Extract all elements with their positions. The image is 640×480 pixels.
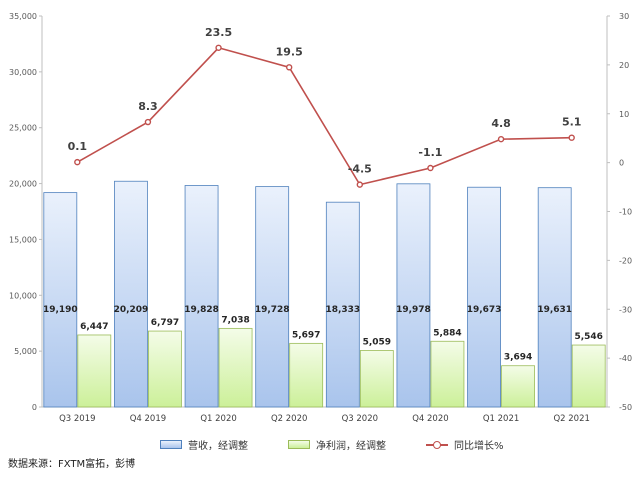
bar-revenue — [184, 185, 219, 408]
x-tick-label: Q3 2019 — [59, 414, 95, 424]
y-right-tick-label: 30 — [619, 12, 629, 21]
legend-label-revenue: 营收，经调整 — [188, 441, 248, 452]
y-right-tick-label: -40 — [619, 354, 632, 363]
legend-swatch-net-profit — [288, 440, 310, 449]
y-left-tick-label: 5,000 — [14, 347, 37, 356]
x-tick-label: Q3 2020 — [342, 414, 378, 424]
bar-net-profit-label: 5,884 — [433, 328, 461, 338]
x-tick-label: Q1 2021 — [483, 414, 519, 424]
line-yoy-growth — [76, 46, 572, 186]
bar-net-profit — [218, 327, 253, 408]
x-tick-label: Q2 2020 — [271, 414, 307, 424]
y-right-tick-label: -10 — [619, 208, 632, 217]
legend-swatch-yoy-growth — [426, 440, 448, 450]
bar-revenue-label: 19,190 — [43, 305, 78, 315]
x-tick-label: Q2 2021 — [553, 414, 589, 424]
legend-item-net-profit: 净利润，经调整 — [288, 437, 386, 452]
line-point-yoy-growth — [356, 181, 364, 188]
bar-revenue-label: 19,631 — [537, 305, 572, 315]
data-source-note: 数据来源：FXTM富拓，彭博 — [8, 459, 136, 470]
legend-swatch-revenue — [160, 440, 182, 449]
bar-revenue — [255, 186, 290, 408]
legend-label-net-profit: 净利润，经调整 — [316, 441, 386, 452]
line-point-yoy-growth — [427, 164, 434, 172]
y-left-tick-label: 0 — [32, 403, 37, 412]
bar-revenue-label: 19,978 — [396, 305, 431, 315]
bar-net-profit-label: 6,447 — [80, 322, 108, 332]
bar-net-profit — [289, 342, 324, 408]
y-right-tick-label: -50 — [619, 403, 632, 412]
y-left-tick-label: 30,000 — [9, 68, 37, 77]
line-point-yoy-growth — [74, 158, 81, 166]
line-label-yoy-growth: 5.1 — [562, 116, 582, 129]
line-point-yoy-growth — [285, 64, 293, 71]
bar-net-profit-label: 3,694 — [504, 353, 532, 363]
line-label-yoy-growth: -1.1 — [418, 146, 442, 159]
bar-revenue-label: 19,828 — [184, 305, 219, 315]
line-label-yoy-growth: 4.8 — [491, 117, 511, 130]
y-right-tick-label: 20 — [619, 61, 629, 70]
legend-item-yoy-growth: 同比增长% — [426, 437, 504, 452]
bar-net-profit — [148, 330, 182, 408]
x-tick-label: Q1 2020 — [200, 414, 236, 424]
y-left-tick-label: 10,000 — [9, 291, 37, 300]
y-right-tick-label: -20 — [619, 256, 632, 265]
bar-revenue-label: 19,673 — [467, 305, 502, 315]
y-left-tick-label: 20,000 — [9, 180, 37, 189]
y-right-tick-label: -30 — [619, 305, 632, 314]
line-label-yoy-growth: 0.1 — [68, 140, 88, 153]
legend-item-revenue: 营收，经调整 — [160, 437, 248, 452]
line-point-yoy-growth — [215, 44, 222, 51]
y-left-tick-label: 15,000 — [9, 235, 37, 244]
bar-revenue — [43, 192, 78, 408]
x-tick-label: Q4 2019 — [130, 414, 166, 424]
bar-revenue-label: 18,333 — [325, 305, 360, 315]
bar-net-profit-label: 7,038 — [221, 315, 249, 325]
bar-net-profit — [77, 334, 112, 408]
bar-revenue — [325, 201, 360, 408]
y-left-tick-label: 35,000 — [9, 12, 37, 21]
bar-net-profit — [571, 344, 606, 408]
line-label-yoy-growth: 8.3 — [138, 100, 158, 113]
line-label-yoy-growth: 19.5 — [276, 45, 303, 58]
bar-net-profit-label: 5,059 — [363, 337, 391, 347]
bar-revenue — [537, 187, 572, 408]
bar-revenue-label: 20,209 — [114, 305, 149, 315]
bar-revenue-label: 19,728 — [255, 305, 290, 315]
line-point-yoy-growth — [144, 118, 152, 126]
y-left-tick-label: 25,000 — [9, 124, 37, 133]
bar-net-profit-label: 5,697 — [292, 330, 320, 340]
x-tick-label: Q4 2020 — [412, 414, 448, 424]
line-label-yoy-growth: -4.5 — [348, 163, 372, 176]
legend-label-yoy-growth: 同比增长% — [454, 441, 504, 452]
bar-net-profit — [430, 340, 465, 408]
legend: 营收，经调整 净利润，经调整 同比增长% — [160, 437, 504, 452]
bar-net-profit — [501, 365, 535, 408]
bar-net-profit — [359, 350, 394, 408]
bar-revenue — [114, 180, 148, 408]
y-right-tick-label: 0 — [619, 159, 624, 168]
bar-net-profit-label: 6,797 — [151, 318, 179, 328]
line-point-yoy-growth — [497, 135, 505, 143]
bar-revenue — [467, 186, 501, 408]
bar-revenue — [396, 183, 431, 408]
line-label-yoy-growth: 23.5 — [205, 26, 232, 39]
bar-net-profit-label: 5,546 — [574, 332, 602, 342]
line-point-yoy-growth — [568, 134, 575, 141]
y-right-tick-label: 10 — [619, 110, 629, 119]
